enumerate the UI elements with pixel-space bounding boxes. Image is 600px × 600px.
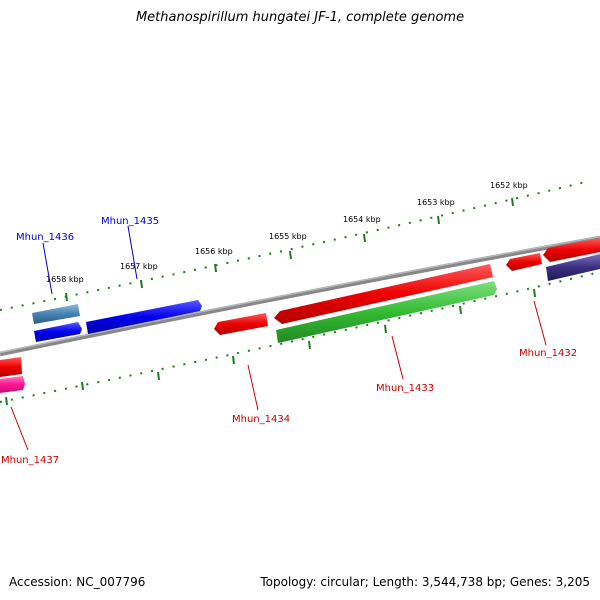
gene-mhun-1433[interactable] [276, 281, 497, 343]
label-leader-mhun-1434 [247, 364, 259, 411]
gene-label-mhun-1433[interactable]: Mhun_1433 [376, 383, 434, 394]
label-leader-mhun-1435 [127, 225, 138, 280]
topology-text: Topology: circular; Length: 3,544,738 bp… [260, 575, 590, 589]
ruler-tick-label: 1658 kbp [46, 275, 84, 284]
outer-major-ticks [65, 197, 514, 302]
gene-mhun-1436-lower[interactable] [34, 322, 82, 342]
gene-label-mhun-1437[interactable]: Mhun_1437 [1, 455, 59, 466]
gene-mhun-1436[interactable] [32, 304, 80, 324]
inner-major-ticks [5, 288, 536, 406]
gene-label-mhun-1434[interactable]: Mhun_1434 [232, 414, 290, 425]
label-leader-mhun-1437 [10, 406, 29, 451]
label-leader-mhun-1432 [533, 300, 547, 346]
genome-backbone-highlight [0, 236, 600, 354]
label-leader-mhun-1436 [42, 242, 53, 295]
genome-backbone [0, 235, 600, 357]
ruler-tick-label: 1655 kbp [269, 232, 307, 241]
ruler-tick-label: 1653 kbp [417, 198, 455, 207]
gene-label-mhun-1436[interactable]: Mhun_1436 [16, 232, 74, 243]
ruler-tick-label: 1652 kbp [490, 181, 528, 190]
gene-right-red[interactable] [543, 238, 600, 262]
ruler-tick-label: 1654 kbp [343, 215, 381, 224]
gene-mhun-1437-pink[interactable] [0, 376, 25, 393]
outer-ruler-line [0, 180, 591, 311]
gene-mhun-1437-red[interactable] [0, 357, 22, 377]
gene-label-mhun-1435[interactable]: Mhun_1435 [101, 216, 159, 227]
map-title: Methanospirillum hungatei JF-1, complete… [135, 10, 465, 25]
gene-mhun-1434[interactable] [214, 313, 268, 335]
ruler-tick-label: 1656 kbp [195, 247, 233, 256]
gene-right-purple[interactable] [546, 254, 600, 281]
gene-label-mhun-1432[interactable]: Mhun_1432 [519, 348, 577, 359]
gene-mhun-1432[interactable] [506, 253, 542, 271]
gene-mhun-1435[interactable] [86, 300, 202, 334]
gene-mhun-1433-upper[interactable] [274, 264, 493, 324]
label-leader-mhun-1433 [391, 335, 404, 380]
ruler-tick-label: 1657 kbp [120, 262, 158, 271]
accession-text: Accession: NC_007796 [9, 575, 146, 589]
